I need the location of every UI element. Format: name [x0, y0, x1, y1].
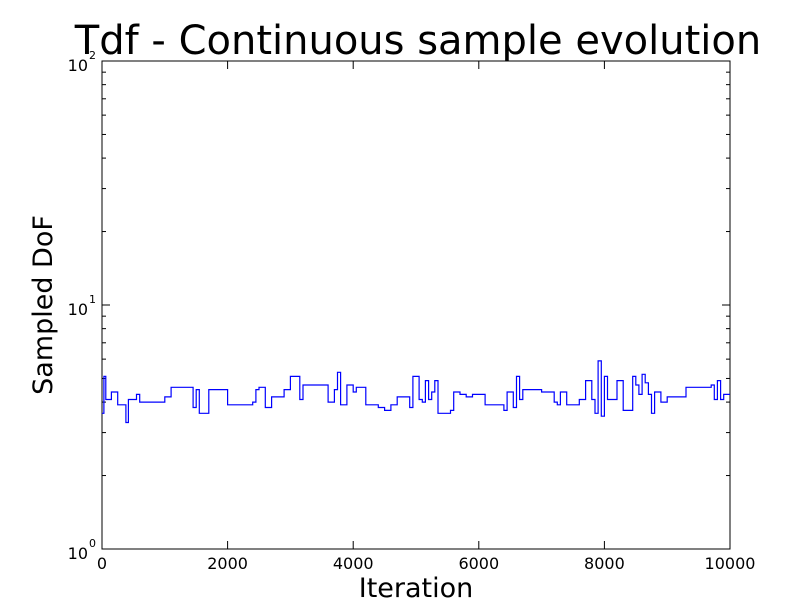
y-tick-label: 10 — [68, 56, 88, 75]
x-tick-label: 4000 — [333, 554, 374, 573]
y-tick-exponent: 2 — [89, 49, 96, 62]
y-tick-label: 10 — [68, 544, 88, 563]
x-tick-label: 0 — [97, 554, 107, 573]
chart-title: Tdf - Continuous sample evolution — [74, 18, 761, 64]
x-tick-label: 2000 — [207, 554, 248, 573]
x-tick-label: 8000 — [584, 554, 625, 573]
series-line — [102, 360, 730, 424]
x-tick-label: 6000 — [458, 554, 499, 573]
x-axis: 0 2000 4000 6000 8000 10000 — [97, 61, 756, 573]
x-tick-label: 10000 — [705, 554, 756, 573]
plot-area — [101, 60, 731, 550]
x-axis-label: Iteration — [359, 573, 474, 604]
y-axis-label: Sampled DoF — [28, 215, 59, 395]
y-tick-label: 10 — [68, 300, 88, 319]
y-tick-exponent: 0 — [89, 537, 96, 550]
y-tick-exponent: 1 — [89, 293, 96, 306]
